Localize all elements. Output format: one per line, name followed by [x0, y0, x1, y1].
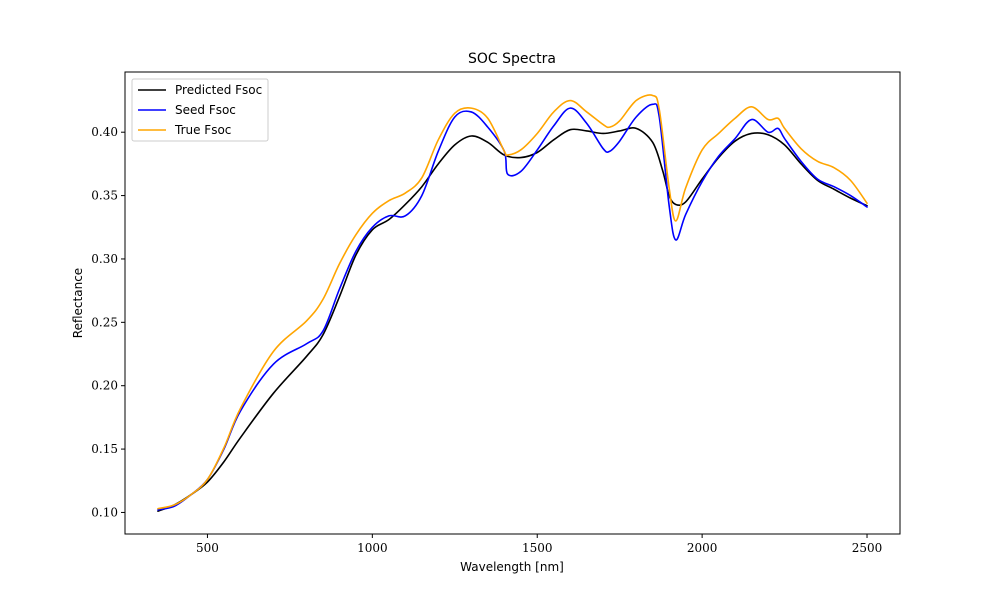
legend: Predicted Fsoc Seed Fsoc True Fsoc	[131, 78, 269, 142]
x-axis-label: Wavelength [nm]	[460, 560, 564, 574]
legend-label: Predicted Fsoc	[175, 83, 262, 97]
x-axis: 500 1000 1500 2000 2500	[196, 534, 882, 555]
y-axis-label: Reflectance	[71, 268, 85, 338]
series-line-true-fsoc	[157, 94, 868, 510]
legend-items: Predicted Fsoc Seed Fsoc True Fsoc	[138, 83, 262, 137]
y-tick-label: 0.15	[91, 442, 118, 456]
legend-box	[131, 78, 269, 142]
chart-title: SOC Spectra	[468, 51, 556, 67]
x-tick-label: 1000	[357, 541, 388, 555]
x-tick-label: 500	[196, 541, 219, 555]
legend-label: True Fsoc	[174, 123, 231, 137]
y-tick-label: 0.30	[91, 252, 118, 266]
x-tick-label: 2000	[687, 541, 718, 555]
series-line-predicted-fsoc	[157, 127, 868, 512]
y-tick-label: 0.40	[91, 125, 118, 139]
x-tick-label: 1500	[522, 541, 553, 555]
series-layer	[157, 94, 868, 512]
y-axis: 0.10 0.15 0.20 0.25 0.30 0.35 0.40	[91, 125, 125, 519]
series-line-seed-fsoc	[157, 103, 868, 511]
x-tick-label: 2500	[852, 541, 883, 555]
y-tick-label: 0.25	[91, 315, 118, 329]
legend-label: Seed Fsoc	[175, 103, 236, 117]
y-tick-label: 0.20	[91, 379, 118, 393]
y-tick-label: 0.10	[91, 505, 118, 519]
y-tick-label: 0.35	[91, 189, 118, 203]
plot-area-frame	[124, 71, 901, 535]
